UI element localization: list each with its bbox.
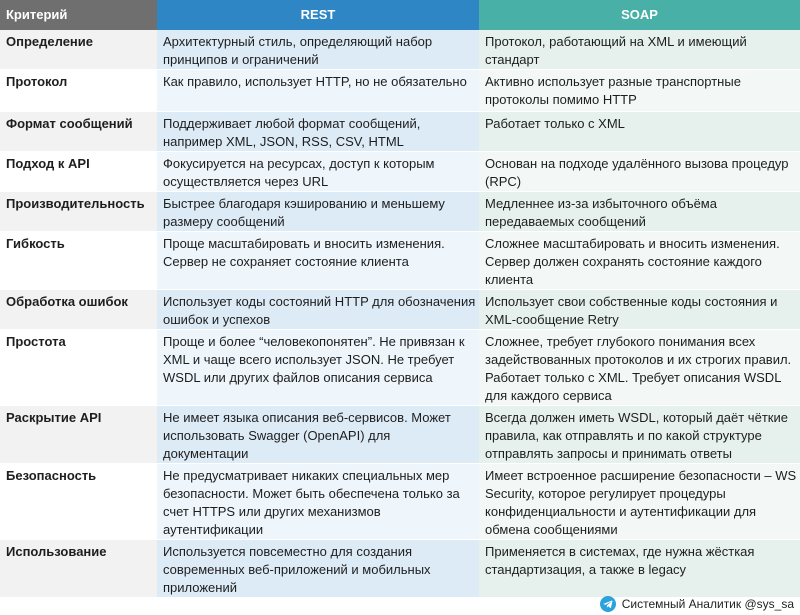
row-soap: Активно использует разные транспортные п…: [479, 69, 800, 112]
row-soap: Медленнее из-за избыточного объёма перед…: [479, 191, 800, 232]
row-criterion: Определение: [0, 30, 157, 70]
row-rest: Проще масштабировать и вносить изменения…: [157, 231, 479, 290]
row-soap: Всегда должен иметь WSDL, который даёт ч…: [479, 405, 800, 464]
footer-credit[interactable]: Системный Аналитик @sys_sa: [599, 596, 794, 612]
row-soap: Использует свои собственные коды состоян…: [479, 289, 800, 330]
row-soap: Работает только с XML: [479, 111, 800, 152]
table-row: Определение Архитектурный стиль, определ…: [0, 30, 800, 70]
comparison-table: Критерий REST SOAP Определение Архитекту…: [0, 0, 800, 598]
table-row: Подход к API Фокусируется на ресурсах, д…: [0, 151, 800, 192]
table-row: Использование Используется повсеместно д…: [0, 539, 800, 598]
row-criterion: Производительность: [0, 191, 157, 232]
telegram-icon: [599, 596, 616, 612]
row-criterion: Протокол: [0, 69, 157, 112]
table-row: Гибкость Проще масштабировать и вносить …: [0, 231, 800, 290]
row-rest: Использует коды состояний HTTP для обозн…: [157, 289, 479, 330]
header-row: Критерий REST SOAP: [0, 0, 800, 30]
row-rest: Быстрее благодаря кэшированию и меньшему…: [157, 191, 479, 232]
row-criterion: Обработка ошибок: [0, 289, 157, 330]
header-soap: SOAP: [479, 0, 800, 30]
row-rest: Проще и более “человекопонятен”. Не прив…: [157, 329, 479, 406]
header-criterion: Критерий: [0, 0, 157, 30]
table-row: Простота Проще и более “человекопонятен”…: [0, 329, 800, 406]
table-row: Протокол Как правило, использует HTTP, н…: [0, 69, 800, 112]
row-rest: Как правило, использует HTTP, но не обяз…: [157, 69, 479, 112]
row-rest: Поддерживает любой формат сообщений, нап…: [157, 111, 479, 152]
row-soap: Основан на подходе удалённого вызова про…: [479, 151, 800, 192]
row-soap: Сложнее, требует глубокого понимания все…: [479, 329, 800, 406]
row-rest: Используется повсеместно для создания со…: [157, 539, 479, 598]
header-rest: REST: [157, 0, 479, 30]
row-soap: Имеет встроенное расширение безопасности…: [479, 463, 800, 540]
row-criterion: Безопасность: [0, 463, 157, 540]
table-row: Безопасность Не предусматривает никаких …: [0, 463, 800, 540]
row-criterion: Формат сообщений: [0, 111, 157, 152]
table-row: Раскрытие API Не имеет языка описания ве…: [0, 405, 800, 464]
row-rest: Фокусируется на ресурсах, доступ к котор…: [157, 151, 479, 192]
row-rest: Не имеет языка описания веб-сервисов. Мо…: [157, 405, 479, 464]
row-criterion: Подход к API: [0, 151, 157, 192]
table-row: Производительность Быстрее благодаря кэш…: [0, 191, 800, 232]
footer-text: Системный Аналитик @sys_sa: [621, 597, 794, 611]
row-criterion: Гибкость: [0, 231, 157, 290]
row-criterion: Раскрытие API: [0, 405, 157, 464]
row-soap: Сложнее масштабировать и вносить изменен…: [479, 231, 800, 290]
row-soap: Применяется в системах, где нужна жёстка…: [479, 539, 800, 598]
row-rest: Архитектурный стиль, определяющий набор …: [157, 30, 479, 70]
row-criterion: Использование: [0, 539, 157, 598]
row-soap: Протокол, работающий на XML и имеющий ст…: [479, 30, 800, 70]
row-criterion: Простота: [0, 329, 157, 406]
table-row: Обработка ошибок Использует коды состоян…: [0, 289, 800, 330]
row-rest: Не предусматривает никаких специальных м…: [157, 463, 479, 540]
table-row: Формат сообщений Поддерживает любой форм…: [0, 111, 800, 152]
